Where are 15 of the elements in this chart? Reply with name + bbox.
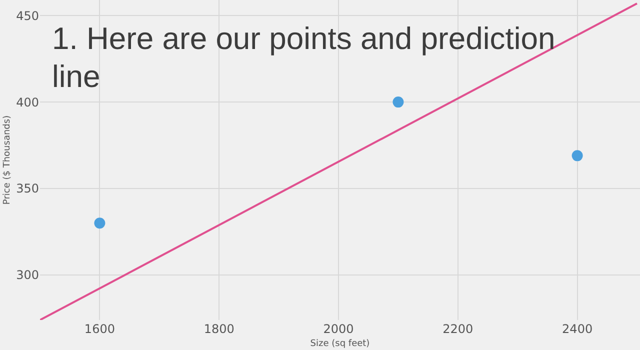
y-tick-label: 400 — [16, 95, 39, 110]
y-tick-label: 300 — [16, 268, 39, 282]
y-tick-label: 450 — [16, 8, 39, 23]
x-tick-label: 2000 — [323, 322, 354, 336]
x-axis-title: Size (sq feet) — [310, 338, 370, 349]
point — [392, 96, 404, 108]
x-tick-label: 1600 — [84, 322, 115, 336]
point — [572, 150, 583, 162]
x-tick-label: 1800 — [204, 322, 234, 336]
y-tick-label: 350 — [16, 182, 39, 196]
x-tick-label: 2200 — [442, 322, 474, 336]
y-axis-title: Price ($ Thousands) — [2, 115, 12, 205]
point — [94, 218, 106, 229]
x-tick-label: 2400 — [562, 322, 593, 336]
text: 1. Here are our points and prediction line — [52, 20, 556, 96]
